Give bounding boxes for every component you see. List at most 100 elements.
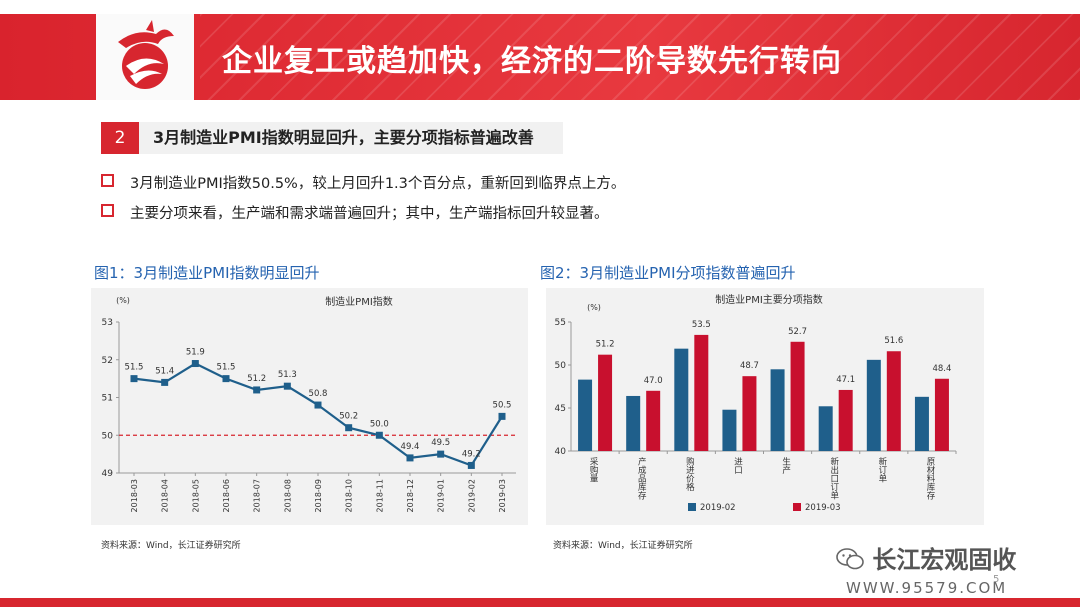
source-note-1: 资料来源：Wind，长江证券研究所 <box>101 541 241 551</box>
page-number: 5 <box>993 574 1000 585</box>
data-label: 51.5 <box>125 363 144 373</box>
bullet-text: 3月制造业PMI指数50.5%，较上月回升1.3个百分点，重新回到临界点上方。 <box>130 176 626 192</box>
pmi-point <box>345 424 353 432</box>
x-tick-label: 2018-11 <box>375 479 384 512</box>
data-label: 52.7 <box>788 327 807 337</box>
y-tick-label: 50 <box>102 431 114 441</box>
bar-2019-03 <box>742 376 757 451</box>
bullet-square-icon <box>101 204 114 217</box>
data-label: 47.0 <box>644 376 663 386</box>
bar-2019-03 <box>886 351 901 451</box>
pmi-point <box>406 454 414 462</box>
dragon-logo-icon <box>118 20 174 89</box>
bar-2019-03 <box>838 389 853 451</box>
data-label: 51.5 <box>217 363 236 373</box>
chart2-unit: (%) <box>587 303 601 312</box>
data-label: 49.5 <box>431 438 450 448</box>
bar-2019-02 <box>914 396 929 451</box>
source-note-2: 资料来源：Wind，长江证券研究所 <box>553 541 693 551</box>
x-tick-label: 新订单 <box>877 456 887 483</box>
wechat-icon <box>836 548 864 570</box>
x-tick-label: 2018-10 <box>345 479 354 512</box>
data-label: 50.8 <box>309 389 328 399</box>
x-tick-label: 2018-05 <box>191 479 200 512</box>
banner-pattern <box>200 14 1080 100</box>
legend-swatch <box>688 503 696 511</box>
y-tick-label: 50 <box>555 361 567 371</box>
page-title: 企业复工或趋加快，经济的二阶导数先行转向 <box>222 44 842 79</box>
bar-2019-03 <box>646 390 661 451</box>
bar-2019-02 <box>770 369 785 451</box>
x-tick-label: 2018-07 <box>253 479 262 512</box>
bullet-item: 主要分项来看，生产端和需求端普遍回升；其中，生产端指标回升较显著。 <box>101 202 609 223</box>
pmi-point <box>437 450 445 458</box>
bar-2019-03 <box>694 334 709 451</box>
data-label: 48.7 <box>740 361 759 371</box>
x-tick-label: 2019-03 <box>498 479 507 512</box>
bar-2019-03 <box>790 341 805 451</box>
x-tick-label: 进口 <box>732 457 742 474</box>
bullet-item: 3月制造业PMI指数50.5%，较上月回升1.3个百分点，重新回到临界点上方。 <box>101 172 625 193</box>
logo <box>96 14 194 100</box>
bullet-text: 主要分项来看，生产端和需求端普遍回升；其中，生产端指标回升较显著。 <box>130 206 609 222</box>
data-label: 49.2 <box>462 449 481 459</box>
section-heading: 3月制造业PMI指数明显回升，主要分项指标普遍改善 <box>139 122 563 154</box>
bar-2019-02 <box>818 406 833 451</box>
data-label: 53.5 <box>692 320 711 330</box>
y-tick-label: 53 <box>102 318 113 328</box>
data-label: 51.4 <box>155 366 174 376</box>
watermark-url: WWW.95579.COM <box>846 579 1008 597</box>
x-tick-label: 2018-03 <box>130 479 139 512</box>
y-tick-label: 51 <box>102 394 113 404</box>
pmi-point <box>253 386 261 394</box>
bar-2019-02 <box>626 395 641 451</box>
x-tick-label: 生产 <box>781 456 791 475</box>
legend-label: 2019-02 <box>700 503 736 513</box>
legend-swatch <box>793 503 801 511</box>
data-label: 51.2 <box>247 374 266 384</box>
x-tick-label: 2018-12 <box>406 479 415 512</box>
line-chart: 制造业PMI指数 (%) 53 52 51 50 49 51.5 51.4 51.9 51.5 5… <box>102 295 516 512</box>
data-label: 47.1 <box>836 375 855 385</box>
data-label: 50.2 <box>339 412 358 422</box>
x-tick-label: 2019-02 <box>467 479 476 512</box>
x-tick-label: 新出口订单 <box>829 456 839 500</box>
watermark-text: 长江宏观固收 <box>872 546 1017 574</box>
chart1-panel: 制造业PMI指数 (%) 53 52 51 50 49 51.5 51.4 51.9 51.5 5… <box>91 288 528 525</box>
bar-2019-02 <box>674 348 689 451</box>
pmi-line <box>133 362 503 467</box>
x-tick-label: 采购量 <box>588 456 598 482</box>
x-tick-label: 2018-09 <box>314 479 323 512</box>
data-label: 49.4 <box>401 442 420 452</box>
bar-chart: 制造业PMI主要分项指数 (%) 55 50 45 40 51.2 采购量 47.0 产成品库… <box>555 293 957 513</box>
x-tick-label: 2018-04 <box>161 479 170 512</box>
x-tick-label: 2019-01 <box>437 479 446 512</box>
bar-2019-02 <box>866 359 881 451</box>
bar-2019-02 <box>722 409 737 451</box>
x-tick-label: 产成品库存 <box>636 456 646 499</box>
y-tick-label: 55 <box>555 318 566 328</box>
chart1-title: 制造业PMI指数 <box>325 295 393 308</box>
bullet-square-icon <box>101 174 114 187</box>
data-label: 51.6 <box>884 336 903 346</box>
watermark-brand: 长江宏观固收 <box>836 540 1016 575</box>
data-label: 48.4 <box>932 364 951 374</box>
chart2-title: 制造业PMI主要分项指数 <box>715 293 823 306</box>
y-tick-label: 45 <box>555 404 566 414</box>
data-label: 50.5 <box>493 400 512 410</box>
x-tick-label: 购进价格 <box>684 456 694 492</box>
x-tick-label: 原材料库存 <box>925 457 935 500</box>
data-label: 51.2 <box>596 340 615 350</box>
pmi-point <box>467 461 475 469</box>
pmi-point <box>498 412 506 420</box>
chart2-panel: 制造业PMI主要分项指数 (%) 55 50 45 40 51.2 采购量 47.0 产成品库… <box>546 288 984 525</box>
data-label: 50.0 <box>370 419 389 429</box>
figure1-title: 图1：3月制造业PMI指数明显回升 <box>94 264 320 282</box>
legend-label: 2019-03 <box>805 503 841 513</box>
data-label: 51.3 <box>278 370 297 380</box>
pmi-point <box>130 375 138 383</box>
pmi-point <box>161 378 169 386</box>
figure2-title: 图2：3月制造业PMI分项指数普遍回升 <box>540 264 796 282</box>
pmi-point <box>191 360 199 368</box>
y-tick-label: 49 <box>102 469 114 479</box>
